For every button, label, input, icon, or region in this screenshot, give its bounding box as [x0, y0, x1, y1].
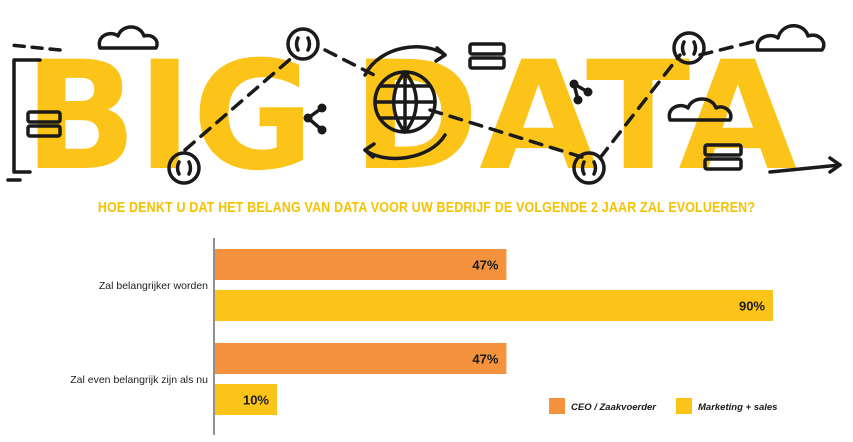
face-icon-bottom-middle: [572, 151, 606, 185]
legend-label: Marketing + sales: [698, 402, 777, 413]
server-icon-left-2: [26, 124, 62, 138]
legend-swatch: [549, 398, 565, 414]
server-icon-right: [703, 143, 743, 157]
refresh-arrow-bottom-head: [363, 142, 376, 159]
arrow-line-right: [768, 163, 842, 174]
category-label: Zal belangrijker worden: [99, 280, 208, 292]
refresh-arrow-top-head: [434, 46, 447, 63]
share-icon-node: [317, 125, 327, 135]
dashed-connector-a: [8, 43, 62, 52]
dashed-connector-f: [698, 38, 762, 57]
face-icon-bottom-left-marks: [175, 160, 193, 176]
face-icon-bottom-middle-marks: [580, 160, 598, 176]
cloud-icon-middle: [667, 97, 733, 122]
share-icon-node: [569, 79, 579, 89]
dashed-connector-d: [428, 108, 587, 160]
decor-outline-left: [12, 58, 42, 174]
dashed-connector-e: [598, 53, 682, 160]
face-icon-top: [286, 27, 320, 61]
bar-marketing: [215, 290, 773, 321]
face-icon-top-right-marks: [680, 40, 698, 56]
bar-marketing: [215, 384, 277, 415]
bar-ceo: [215, 249, 507, 280]
arrow-head-right: [828, 156, 842, 174]
dashed-connector-b: [183, 53, 297, 152]
data-label: 10%: [243, 393, 269, 408]
share-icon-node: [317, 103, 327, 113]
server-icon-top-2: [468, 56, 506, 70]
server-icon-right-2: [703, 157, 743, 171]
legend-label: CEO / Zaakvoerder: [571, 402, 657, 413]
data-label: 90%: [739, 299, 765, 314]
big-data-illustration: BIG DATA: [6, 24, 842, 200]
globe-icon-lines: [373, 70, 437, 134]
cloud-icon-right: [755, 24, 826, 52]
share-icon-node: [573, 95, 583, 105]
face-icon-top-marks: [294, 36, 312, 52]
category-label: Zal even belangrijk zijn als nu: [70, 374, 208, 386]
share-icon-node: [583, 87, 593, 97]
cloud-icon-left: [97, 25, 159, 50]
share-icon-node: [303, 113, 313, 123]
server-icon-top: [468, 42, 506, 56]
face-icon-top-right: [672, 31, 706, 65]
face-icon-bottom-left: [167, 151, 201, 185]
bar-ceo: [215, 343, 507, 374]
bar-chart: Zal belangrijker worden 47% 90% Zal even be…: [70, 238, 777, 435]
server-icon-left: [26, 110, 62, 124]
dashed-connector-c: [323, 48, 382, 80]
legend-swatch: [676, 398, 692, 414]
data-label: 47%: [472, 352, 498, 367]
survey-question: HOE DENKT U DAT HET BELANG VAN DATA VOOR…: [97, 200, 756, 216]
data-label: 47%: [472, 258, 498, 273]
